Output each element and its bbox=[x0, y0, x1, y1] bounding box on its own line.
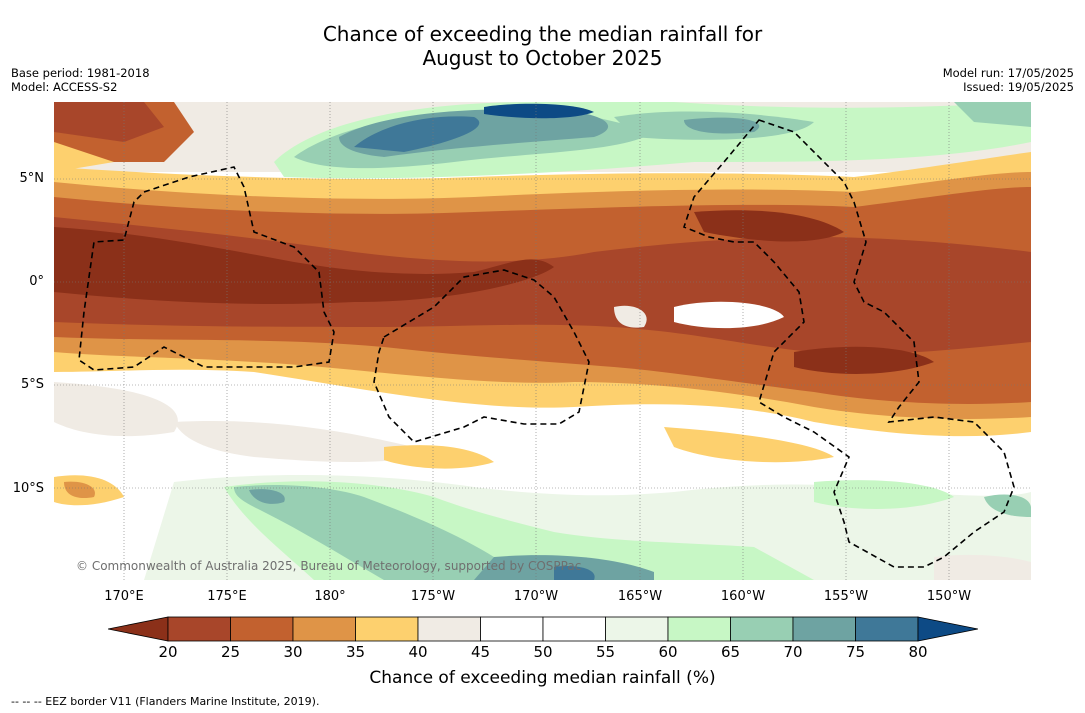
model-run-date: Model run: 17/05/2025 bbox=[942, 66, 1074, 80]
colorbar-tick-label: 60 bbox=[658, 643, 678, 661]
eez-borders bbox=[78, 119, 1015, 568]
band-equator-20-west bbox=[54, 227, 554, 304]
lon-label-180: 180° bbox=[314, 589, 346, 604]
lon-label-160w: 160°W bbox=[720, 589, 766, 604]
lon-label-175w: 175°W bbox=[410, 589, 456, 604]
colorbar-segment bbox=[855, 616, 919, 642]
title-line-1: Chance of exceeding the median rainfall … bbox=[322, 22, 763, 46]
map-title: Chance of exceeding the median rainfall … bbox=[0, 22, 1085, 70]
colorbar bbox=[108, 616, 978, 642]
colorbar-tick-label: 35 bbox=[345, 643, 366, 661]
title-line-2: August to October 2025 bbox=[422, 46, 663, 70]
colorbar-segment bbox=[792, 616, 856, 642]
lon-label-165w: 165°W bbox=[617, 589, 663, 604]
colorbar-segment bbox=[605, 616, 669, 642]
colorbar-segment bbox=[292, 616, 356, 642]
colorbar-segment bbox=[730, 616, 794, 642]
region-south-wet-75 bbox=[249, 489, 285, 504]
lon-label-170e: 170°E bbox=[104, 589, 144, 604]
band-south-east-20 bbox=[794, 346, 934, 374]
colorbar-segment bbox=[355, 616, 419, 642]
region-se-wet bbox=[814, 480, 954, 509]
colorbar-segment bbox=[167, 616, 231, 642]
colorbar-segment bbox=[230, 616, 294, 642]
colorbar-segment bbox=[417, 616, 481, 642]
band-equator-20-east bbox=[694, 210, 844, 242]
colorbar-tick-label: 20 bbox=[158, 643, 178, 661]
colorbar-segment bbox=[667, 616, 731, 642]
colorbar-extend-high bbox=[917, 616, 978, 642]
region-north-wet-75 bbox=[354, 116, 480, 152]
region-south-wet-70 bbox=[234, 485, 534, 580]
eez-kiribati-gilbert bbox=[78, 166, 335, 371]
base-period: Base period: 1981-2018 bbox=[11, 66, 150, 80]
colorbar-tick-label: 45 bbox=[470, 643, 491, 661]
meta-right: Model run: 17/05/2025 Issued: 19/05/2025 bbox=[943, 66, 1074, 94]
region-se-wet-70 bbox=[984, 494, 1031, 517]
copyright-notice: © Commonwealth of Australia 2025, Bureau… bbox=[76, 559, 582, 573]
region-sw-orange bbox=[64, 481, 95, 499]
region-south-wet-80 bbox=[554, 566, 595, 580]
model-name: Model: ACCESS-S2 bbox=[11, 80, 118, 94]
colorbar-tick-label: 75 bbox=[845, 643, 866, 661]
colorbar-tick-label: 25 bbox=[220, 643, 241, 661]
lon-label-155w: 155°W bbox=[823, 589, 869, 604]
lat-label-5s: 5°S bbox=[20, 377, 44, 392]
region-south-yellow-b bbox=[664, 427, 834, 463]
colorbar-tick-label: 55 bbox=[595, 643, 616, 661]
region-north-east-wet-70 bbox=[684, 117, 760, 134]
region-ne-wet bbox=[954, 102, 1031, 127]
region-se-neutral bbox=[934, 554, 1031, 580]
lat-label-5n: 5°N bbox=[19, 171, 45, 186]
lon-label-175e: 175°E bbox=[207, 589, 247, 604]
region-neutral-center bbox=[674, 301, 784, 329]
eez-kiribati-phoenix bbox=[373, 269, 590, 443]
colorbar-tick-label: 50 bbox=[533, 643, 553, 661]
rainfall-map bbox=[54, 102, 1031, 580]
lon-label-150w: 150°W bbox=[926, 589, 972, 604]
lat-label-10s: 10°S bbox=[12, 481, 44, 496]
lon-label-170w: 170°W bbox=[513, 589, 559, 604]
region-nw-drier bbox=[54, 102, 164, 142]
region-sw-neutral bbox=[54, 382, 178, 437]
lat-label-equator: 0° bbox=[29, 274, 44, 289]
colorbar-tick-label: 40 bbox=[408, 643, 428, 661]
colorbar-segment bbox=[480, 616, 544, 642]
eez-footnote: -- -- -- EEZ border V11 (Flanders Marine… bbox=[11, 695, 320, 708]
colorbar-tick-label: 80 bbox=[908, 643, 928, 661]
region-neutral-small bbox=[614, 305, 647, 328]
issued-date: Issued: 19/05/2025 bbox=[963, 80, 1074, 94]
region-south-neutral bbox=[174, 421, 434, 462]
colorbar-tick-label: 70 bbox=[783, 643, 803, 661]
colorbar-segment bbox=[542, 616, 606, 642]
colorbar-label: Chance of exceeding median rainfall (%) bbox=[369, 668, 716, 688]
meta-left: Base period: 1981-2018 Model: ACCESS-S2 bbox=[11, 66, 150, 94]
colorbar-extend-low bbox=[108, 616, 169, 642]
colorbar-tick-label: 30 bbox=[283, 643, 303, 661]
eez-kiribati-line bbox=[683, 119, 1015, 568]
graticule bbox=[54, 102, 1031, 580]
region-nw-yellow bbox=[54, 142, 114, 172]
region-south-yellow-a bbox=[384, 445, 494, 469]
region-north-wet-80 bbox=[484, 103, 594, 119]
colorbar-tick-label: 65 bbox=[720, 643, 741, 661]
